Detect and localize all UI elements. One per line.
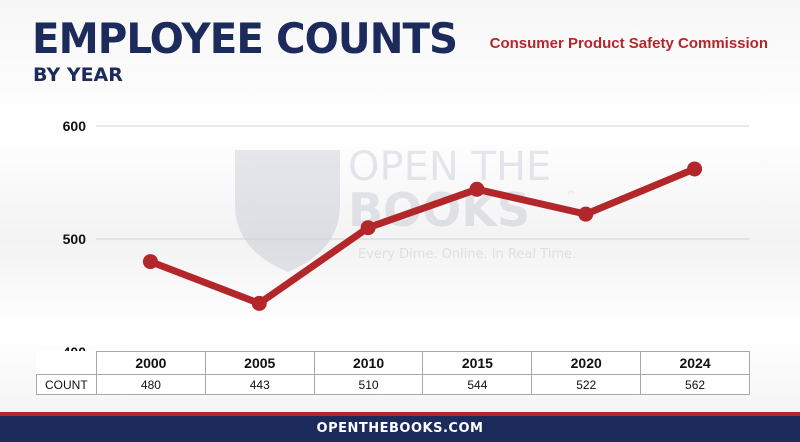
watermark-tagline: Every Dime. Online. In Real Time. <box>358 247 576 262</box>
footer: OPENTHEBOOKS.COM <box>0 412 800 442</box>
data-table: 2000 2005 2010 2015 2020 2024 COUNT 480 443 510… <box>36 351 750 395</box>
data-point-2010 <box>360 220 376 236</box>
agency-name: Consumer Product Safety Commission <box>489 35 768 52</box>
chart-subtitle: BY YEAR <box>33 64 123 86</box>
watermark-line1: OPEN THE <box>348 144 551 190</box>
count-row: COUNT 480 443 510 544 522 562 <box>36 374 750 395</box>
table-corner <box>36 351 97 375</box>
data-label: 544 <box>422 374 533 395</box>
x-tick-label: 2000 <box>96 351 206 375</box>
data-label: 562 <box>640 374 750 395</box>
watermark: OPEN THE BOOKS ™ Every Dime. Online. In … <box>235 144 576 272</box>
x-tick-label: 2010 <box>313 351 424 375</box>
chart-title: EMPLOYEE COUNTS <box>32 14 458 63</box>
watermark-shield-icon <box>235 150 340 272</box>
x-tick-label: 2024 <box>640 351 750 375</box>
year-row: 2000 2005 2010 2015 2020 2024 <box>36 351 750 375</box>
y-axis: 600500400 <box>63 118 87 360</box>
x-tick-label: 2015 <box>422 351 533 375</box>
x-tick-label: 2020 <box>531 351 642 375</box>
data-point-2020 <box>578 206 594 222</box>
data-point-2005 <box>251 295 267 311</box>
series-employee-count <box>142 161 703 311</box>
count-row-label: COUNT <box>36 374 97 395</box>
footer-url: OPENTHEBOOKS.COM <box>316 421 484 436</box>
data-label: 510 <box>313 374 424 395</box>
data-point-2024 <box>687 161 703 177</box>
data-label: 480 <box>96 374 206 395</box>
y-tick-label: 500 <box>63 231 87 247</box>
data-point-2015 <box>469 181 485 197</box>
data-label: 443 <box>204 374 315 395</box>
series-line <box>146 165 699 307</box>
watermark-trademark: ™ <box>566 190 576 201</box>
data-label: 522 <box>531 374 642 395</box>
x-tick-label: 2005 <box>204 351 315 375</box>
data-point-2000 <box>142 254 158 270</box>
y-tick-label: 600 <box>63 118 87 134</box>
